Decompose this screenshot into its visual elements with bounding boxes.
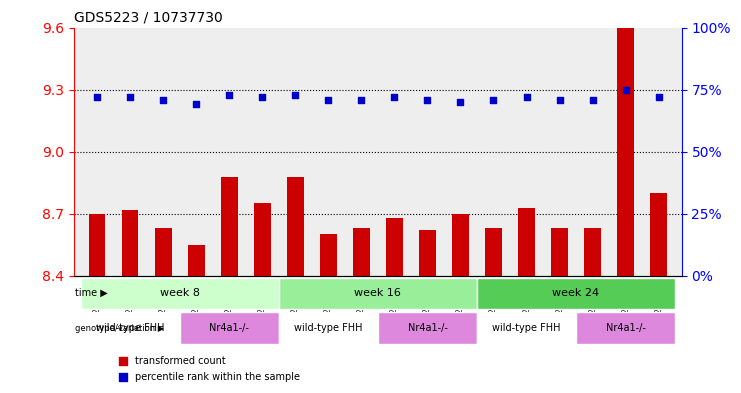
Point	[322, 96, 334, 103]
Point	[223, 92, 235, 98]
Bar	[576, 312, 675, 343]
Point	[256, 94, 268, 100]
Text: GDS5223 / 10737730: GDS5223 / 10737730	[74, 11, 223, 25]
Bar	[353, 228, 370, 276]
Point	[653, 94, 665, 100]
Bar	[477, 277, 675, 309]
Point	[521, 94, 533, 100]
Bar	[419, 230, 436, 276]
Text: week 24: week 24	[553, 288, 599, 298]
Text: Nr4a1-/-: Nr4a1-/-	[408, 323, 448, 333]
Point	[587, 96, 599, 103]
Point	[388, 94, 400, 100]
Bar	[254, 204, 270, 276]
Bar	[386, 218, 402, 276]
Point	[190, 101, 202, 108]
Point	[356, 96, 368, 103]
Bar	[378, 312, 477, 343]
Point	[157, 96, 169, 103]
Point	[124, 94, 136, 100]
Point	[290, 92, 302, 98]
Bar	[180, 312, 279, 343]
Text: percentile rank within the sample: percentile rank within the sample	[135, 372, 300, 382]
Text: wild-type FHH: wild-type FHH	[492, 323, 561, 333]
Text: week 16: week 16	[354, 288, 402, 298]
Bar	[551, 228, 568, 276]
Text: time ▶: time ▶	[75, 288, 107, 298]
Point	[454, 99, 466, 105]
Bar	[122, 209, 139, 276]
Bar	[585, 228, 601, 276]
Bar	[485, 228, 502, 276]
Bar	[188, 245, 205, 276]
Bar	[81, 312, 180, 343]
Bar	[221, 176, 238, 276]
Bar	[287, 176, 304, 276]
Bar	[651, 193, 667, 276]
Text: Nr4a1-/-: Nr4a1-/-	[605, 323, 645, 333]
Point	[91, 94, 103, 100]
Bar	[279, 312, 378, 343]
Bar	[477, 312, 576, 343]
Text: Nr4a1-/-: Nr4a1-/-	[210, 323, 249, 333]
Point	[422, 96, 433, 103]
Bar	[155, 228, 171, 276]
Text: genotype/variation ▶: genotype/variation ▶	[75, 323, 164, 332]
Text: wild-type FHH: wild-type FHH	[294, 323, 362, 333]
Bar	[518, 208, 535, 276]
Bar	[617, 28, 634, 276]
Bar	[279, 277, 477, 309]
Text: transformed count: transformed count	[135, 356, 225, 366]
Bar	[452, 214, 469, 276]
Bar	[89, 214, 105, 276]
Point	[554, 96, 565, 103]
Bar	[81, 277, 279, 309]
Text: wild-type FHH: wild-type FHH	[96, 323, 165, 333]
Bar	[320, 235, 336, 276]
Point	[619, 86, 631, 93]
Point	[488, 96, 499, 103]
Text: week 8: week 8	[160, 288, 200, 298]
